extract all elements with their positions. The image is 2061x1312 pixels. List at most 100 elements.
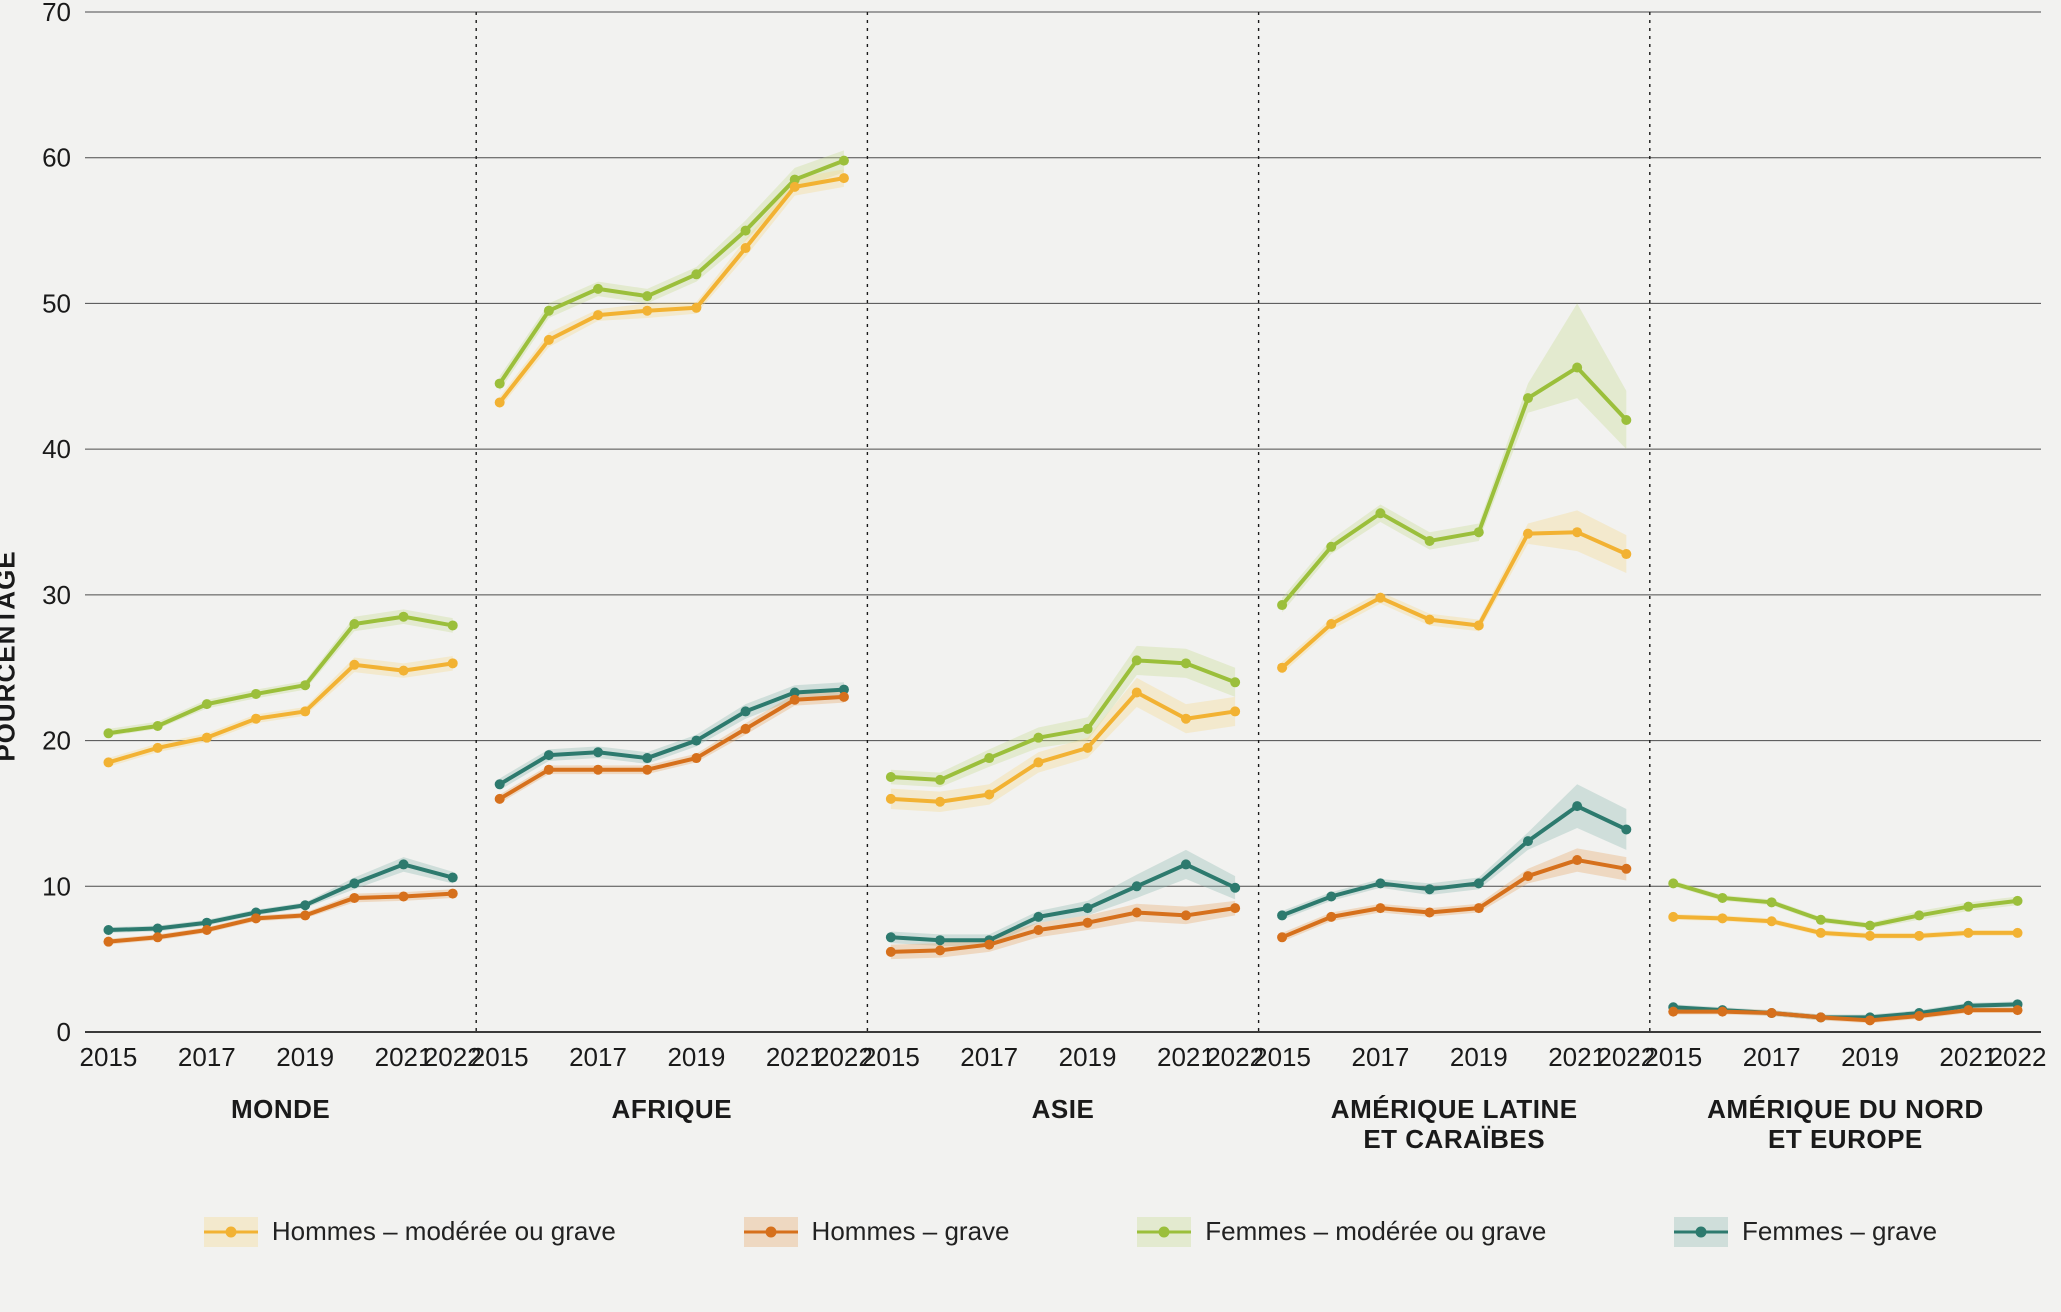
svg-text:50: 50: [42, 288, 71, 318]
marker-hommes_mod: [2013, 928, 2023, 938]
marker-femmes_mod: [1717, 893, 1727, 903]
marker-hommes_mod: [1668, 912, 1678, 922]
marker-hommes_mod: [300, 706, 310, 716]
marker-hommes_grave: [1621, 864, 1631, 874]
marker-hommes_grave: [593, 765, 603, 775]
panel-title: MONDE: [231, 1094, 330, 1124]
marker-femmes_grave: [349, 878, 359, 888]
marker-hommes_grave: [1523, 871, 1533, 881]
marker-hommes_grave: [984, 940, 994, 950]
x-tick-label: 2019: [1450, 1042, 1508, 1072]
marker-femmes_mod: [984, 753, 994, 763]
line-hommes_mod: [1282, 532, 1626, 668]
marker-femmes_grave: [153, 924, 163, 934]
x-tick-label: 2015: [1644, 1042, 1702, 1072]
marker-hommes_grave: [886, 947, 896, 957]
marker-femmes_mod: [1230, 677, 1240, 687]
x-tick-label: 2019: [1059, 1042, 1117, 1072]
marker-femmes_grave: [1033, 912, 1043, 922]
marker-femmes_mod: [1083, 724, 1093, 734]
marker-hommes_mod: [839, 173, 849, 183]
marker-hommes_mod: [886, 794, 896, 804]
marker-femmes_grave: [691, 736, 701, 746]
ci-band-femmes_mod: [1282, 303, 1626, 612]
marker-femmes_grave: [593, 747, 603, 757]
marker-femmes_mod: [691, 269, 701, 279]
marker-femmes_mod: [1277, 600, 1287, 610]
marker-hommes_mod: [1083, 743, 1093, 753]
marker-femmes_grave: [495, 779, 505, 789]
marker-femmes_grave: [300, 900, 310, 910]
marker-hommes_mod: [1963, 928, 1973, 938]
marker-hommes_mod: [642, 306, 652, 316]
legend-label: Femmes – grave: [1742, 1216, 1937, 1247]
marker-hommes_grave: [790, 695, 800, 705]
marker-femmes_grave: [886, 932, 896, 942]
marker-hommes_mod: [448, 658, 458, 668]
marker-hommes_grave: [691, 753, 701, 763]
marker-hommes_mod: [984, 789, 994, 799]
marker-hommes_mod: [202, 733, 212, 743]
x-tick-label: 2019: [1841, 1042, 1899, 1072]
marker-femmes_grave: [544, 750, 554, 760]
y-axis-label: POURCENTAGE: [0, 550, 22, 761]
marker-femmes_mod: [202, 699, 212, 709]
marker-femmes_mod: [642, 291, 652, 301]
marker-femmes_mod: [1963, 902, 1973, 912]
marker-femmes_mod: [1033, 733, 1043, 743]
marker-femmes_mod: [1523, 393, 1533, 403]
marker-hommes_grave: [1717, 1007, 1727, 1017]
marker-femmes_mod: [251, 689, 261, 699]
marker-hommes_grave: [300, 910, 310, 920]
marker-hommes_grave: [839, 692, 849, 702]
marker-hommes_grave: [1033, 925, 1043, 935]
marker-hommes_mod: [1326, 619, 1336, 629]
legend-label: Hommes – grave: [812, 1216, 1010, 1247]
x-tick-label: 2017: [1352, 1042, 1410, 1072]
marker-femmes_mod: [1914, 910, 1924, 920]
marker-femmes_grave: [1230, 883, 1240, 893]
marker-femmes_mod: [1326, 542, 1336, 552]
marker-femmes_mod: [1474, 527, 1484, 537]
marker-femmes_grave: [1425, 884, 1435, 894]
marker-hommes_grave: [349, 893, 359, 903]
legend-label: Hommes – modérée ou grave: [272, 1216, 616, 1247]
marker-hommes_grave: [2013, 1005, 2023, 1015]
marker-hommes_grave: [1865, 1015, 1875, 1025]
marker-hommes_grave: [1816, 1012, 1826, 1022]
marker-hommes_mod: [153, 743, 163, 753]
chart-svg: 01020304050607020152017201920212022MONDE…: [0, 0, 2061, 1192]
panel-title: ASIE: [1032, 1094, 1095, 1124]
x-tick-label: 2017: [178, 1042, 236, 1072]
marker-hommes_grave: [1132, 908, 1142, 918]
marker-hommes_grave: [251, 913, 261, 923]
svg-text:60: 60: [42, 143, 71, 173]
legend-item-femmes_mod: Femmes – modérée ou grave: [1137, 1216, 1546, 1247]
marker-femmes_grave: [1132, 881, 1142, 891]
legend: Hommes – modérée ou grave Hommes – grave…: [0, 1192, 2061, 1247]
marker-hommes_mod: [741, 243, 751, 253]
marker-hommes_mod: [1523, 529, 1533, 539]
svg-text:10: 10: [42, 871, 71, 901]
marker-hommes_grave: [1375, 903, 1385, 913]
marker-hommes_mod: [1375, 593, 1385, 603]
marker-hommes_mod: [544, 335, 554, 345]
marker-hommes_mod: [1767, 916, 1777, 926]
marker-hommes_grave: [1181, 910, 1191, 920]
marker-femmes_grave: [1326, 891, 1336, 901]
marker-hommes_mod: [1132, 687, 1142, 697]
marker-femmes_mod: [1865, 921, 1875, 931]
marker-femmes_mod: [839, 156, 849, 166]
marker-hommes_mod: [495, 398, 505, 408]
marker-hommes_grave: [1326, 912, 1336, 922]
marker-hommes_mod: [1474, 620, 1484, 630]
x-tick-label: 2022: [1989, 1042, 2047, 1072]
marker-femmes_mod: [935, 775, 945, 785]
marker-femmes_grave: [1621, 824, 1631, 834]
legend-label: Femmes – modérée ou grave: [1205, 1216, 1546, 1247]
marker-hommes_grave: [495, 794, 505, 804]
marker-hommes_mod: [593, 310, 603, 320]
x-tick-label: 2015: [862, 1042, 920, 1072]
marker-hommes_mod: [103, 757, 113, 767]
marker-femmes_grave: [399, 859, 409, 869]
